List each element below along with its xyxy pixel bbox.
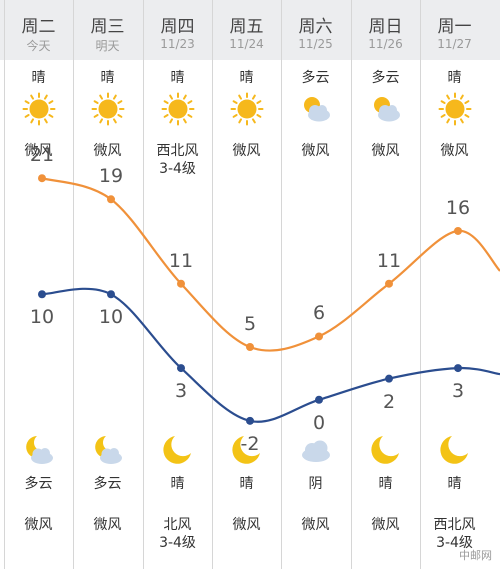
low-temp-label: 10 xyxy=(29,306,55,329)
high-temp-label: 5 xyxy=(243,313,257,335)
night-wind: 微风 xyxy=(93,517,122,533)
night-wind: 西北风 3-4级 xyxy=(433,517,476,551)
weekday-label: 周一 xyxy=(437,17,472,37)
day-wind: 微风 xyxy=(232,143,261,159)
high-temp-label: 11 xyxy=(168,249,194,272)
weekday-label: 周二 xyxy=(21,17,56,37)
low-temp-label: -2 xyxy=(240,432,260,455)
high-temp-label: 6 xyxy=(312,302,326,325)
night-condition: 晴 xyxy=(170,476,185,492)
date-label: 11/26 xyxy=(368,37,403,51)
night-wind: 微风 xyxy=(301,517,330,533)
low-temp-label: 3 xyxy=(451,380,465,403)
day-wind: 微风 xyxy=(24,143,53,159)
cloud-icon xyxy=(299,433,333,467)
weekday-label: 周六 xyxy=(298,17,333,37)
watermark: 中邮网 xyxy=(459,549,492,562)
sun-cloud-icon xyxy=(369,92,403,126)
sun-icon xyxy=(161,92,195,126)
day-condition: 晴 xyxy=(170,70,185,86)
day-column[interactable]: 周六 11/25 多云 微风阴微风 xyxy=(281,0,350,569)
date-label: 11/25 xyxy=(298,37,333,51)
day-condition: 晴 xyxy=(31,70,46,86)
day-wind: 微风 xyxy=(93,143,122,159)
day-condition: 晴 xyxy=(100,70,115,86)
low-temp-label: 0 xyxy=(312,411,326,434)
night-condition: 晴 xyxy=(378,476,393,492)
sun-icon xyxy=(91,92,125,126)
sun-icon xyxy=(438,92,472,126)
column-separator xyxy=(4,0,5,569)
date-label: 11/23 xyxy=(160,37,195,51)
night-condition: 晴 xyxy=(447,476,462,492)
day-condition: 多云 xyxy=(371,70,400,86)
day-wind: 微风 xyxy=(301,143,330,159)
night-wind: 微风 xyxy=(371,517,400,533)
weekday-label: 周五 xyxy=(229,17,264,37)
day-wind: 微风 xyxy=(371,143,400,159)
sun-icon xyxy=(22,92,56,126)
low-temp-label: 2 xyxy=(382,390,396,413)
date-label: 明天 xyxy=(95,39,120,53)
day-column[interactable]: 周四 11/23 晴西北风 3-4级晴北风 3-4级 xyxy=(143,0,212,569)
day-column[interactable]: 周二 今天晴微风 多云 微风 xyxy=(4,0,73,569)
moon-icon xyxy=(161,433,195,467)
low-temp-label: 3 xyxy=(174,380,188,403)
day-condition: 晴 xyxy=(447,70,462,86)
high-temp-label: 21 xyxy=(29,144,55,167)
moon-icon xyxy=(369,433,403,467)
moon-icon xyxy=(438,433,472,467)
day-column[interactable]: 周日 11/26 多云 微风晴微风 xyxy=(351,0,420,569)
weekday-label: 周三 xyxy=(90,17,125,37)
moon-icon xyxy=(230,433,264,467)
day-wind: 微风 xyxy=(440,143,469,159)
date-label: 11/27 xyxy=(437,37,472,51)
night-wind: 北风 3-4级 xyxy=(159,517,196,551)
header-band xyxy=(0,0,500,60)
day-column[interactable]: 周一 11/27 晴微风晴西北风 3-4级 xyxy=(420,0,489,569)
weekday-label: 周日 xyxy=(368,17,403,37)
high-temp-label: 11 xyxy=(376,249,402,272)
sun-cloud-icon xyxy=(299,92,333,126)
day-wind: 西北风 3-4级 xyxy=(156,143,199,177)
night-condition: 晴 xyxy=(239,476,254,492)
weekday-label: 周四 xyxy=(160,17,195,37)
sun-icon xyxy=(230,92,264,126)
date-label: 11/24 xyxy=(229,37,264,51)
high-temp-label: 16 xyxy=(445,196,471,219)
night-condition: 阴 xyxy=(308,476,323,492)
moon-cloud-icon xyxy=(22,433,56,467)
moon-cloud-icon xyxy=(91,433,125,467)
date-label: 今天 xyxy=(26,39,51,53)
day-condition: 多云 xyxy=(301,70,330,86)
day-column[interactable]: 周三 明天晴微风 多云 微风 xyxy=(73,0,142,569)
high-temp-label: 19 xyxy=(98,165,124,188)
night-wind: 微风 xyxy=(232,517,261,533)
night-wind: 微风 xyxy=(24,517,53,533)
night-condition: 多云 xyxy=(93,476,122,492)
day-column[interactable]: 周五 11/24 晴微风晴微风 xyxy=(212,0,281,569)
day-condition: 晴 xyxy=(239,70,254,86)
low-temp-label: 10 xyxy=(98,306,124,329)
night-condition: 多云 xyxy=(24,476,53,492)
